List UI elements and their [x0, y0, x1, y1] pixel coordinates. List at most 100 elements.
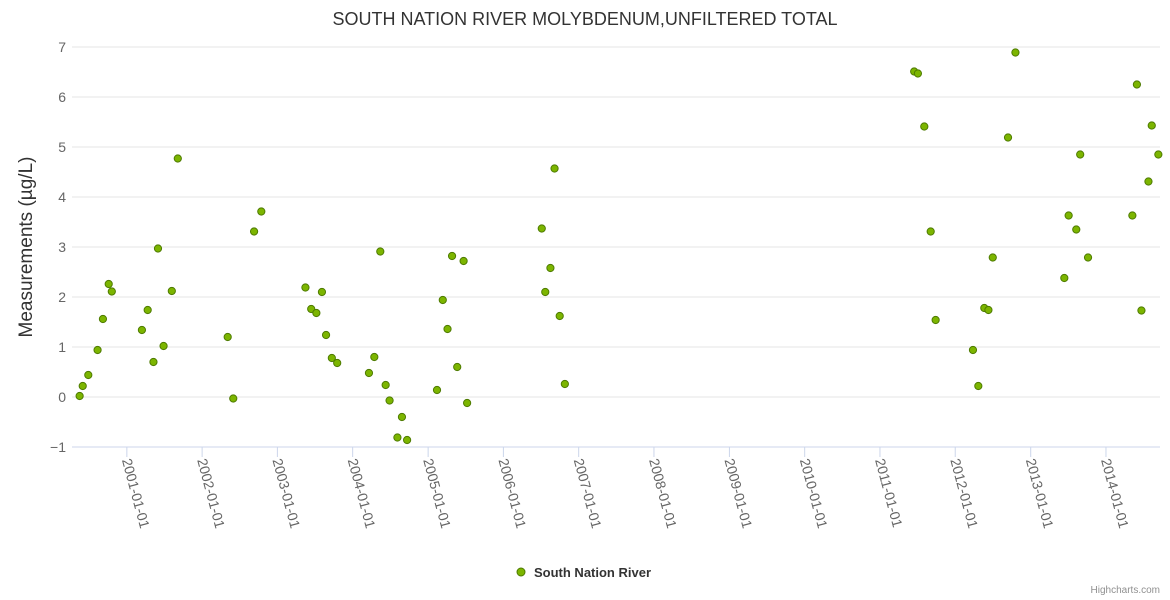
y-tick-label: −1	[50, 439, 66, 455]
data-point[interactable]	[550, 164, 559, 173]
data-point[interactable]	[301, 283, 310, 292]
data-point[interactable]	[1137, 306, 1146, 315]
data-point[interactable]	[1060, 273, 1069, 283]
data-point[interactable]	[327, 353, 336, 363]
data-point[interactable]	[229, 394, 238, 403]
data-point[interactable]	[107, 287, 116, 296]
data-point[interactable]	[1083, 253, 1093, 262]
data-point[interactable]	[541, 287, 550, 297]
data-point[interactable]	[1128, 211, 1137, 220]
x-tick-label: 2006-01-01	[496, 457, 530, 531]
data-point[interactable]	[913, 69, 923, 78]
data-point[interactable]	[546, 263, 555, 273]
data-point[interactable]	[376, 247, 385, 256]
x-tick-label: 2002-01-01	[194, 457, 228, 531]
y-tick-label: 6	[58, 89, 66, 105]
legend-label[interactable]: South Nation River	[534, 565, 651, 580]
x-tick-label: 2014-01-01	[1098, 457, 1132, 531]
data-point[interactable]	[93, 345, 102, 355]
data-point[interactable]	[1144, 177, 1153, 186]
data-point[interactable]	[385, 396, 394, 405]
y-axis-title: Measurements (µg/L)	[16, 157, 37, 338]
x-tick-label: 2005-01-01	[420, 457, 454, 531]
data-point[interactable]	[1064, 211, 1073, 220]
x-tick-label: 2008-01-01	[646, 457, 680, 531]
x-tick-label: 2012-01-01	[947, 457, 981, 531]
data-point[interactable]	[173, 154, 182, 163]
x-tick-label: 2003-01-01	[269, 457, 303, 531]
data-point[interactable]	[370, 352, 379, 362]
data-point[interactable]	[537, 224, 546, 233]
data-point[interactable]	[104, 279, 113, 289]
data-point[interactable]	[968, 345, 978, 355]
data-point[interactable]	[393, 433, 402, 442]
y-tick-label: 3	[58, 239, 66, 255]
data-point[interactable]	[223, 332, 232, 342]
y-tick-label: 5	[58, 139, 66, 155]
scatter-points	[75, 48, 1163, 445]
data-point[interactable]	[926, 227, 935, 236]
data-point[interactable]	[167, 286, 176, 296]
data-point[interactable]	[333, 358, 342, 368]
data-point[interactable]	[381, 380, 390, 390]
x-tick-label: 2010-01-01	[797, 457, 831, 531]
data-point[interactable]	[443, 324, 452, 334]
y-tick-label: 7	[58, 39, 66, 55]
y-tick-label: 0	[58, 389, 66, 405]
data-point[interactable]	[1003, 133, 1013, 142]
data-point[interactable]	[984, 305, 993, 315]
x-tick-label: 2009-01-01	[722, 457, 756, 531]
data-point[interactable]	[555, 311, 564, 321]
data-point[interactable]	[560, 379, 569, 389]
y-tick-label: 1	[58, 339, 66, 355]
data-point[interactable]	[143, 305, 152, 315]
data-point[interactable]	[438, 295, 447, 305]
data-point[interactable]	[988, 253, 997, 262]
data-point[interactable]	[149, 357, 158, 367]
data-point[interactable]	[920, 122, 929, 131]
data-point[interactable]	[403, 435, 412, 445]
data-point[interactable]	[397, 412, 407, 422]
data-point[interactable]	[312, 308, 321, 318]
chart-title: SOUTH NATION RIVER MOLYBDENUM,UNFILTERED…	[332, 9, 837, 29]
y-axis-tick-labels: −1 0 1 2 3 4 5 6 7	[50, 39, 66, 455]
data-point[interactable]	[1011, 48, 1020, 57]
data-point[interactable]	[159, 341, 168, 351]
x-axis-ticks: 2001-01-01 2002-01-01 2003-01-01 2004-01-01…	[119, 447, 1132, 530]
data-point[interactable]	[1076, 150, 1085, 159]
data-point[interactable]	[364, 368, 374, 378]
y-tick-label: 4	[58, 189, 66, 205]
data-point[interactable]	[257, 207, 266, 216]
data-point[interactable]	[432, 385, 442, 395]
data-point[interactable]	[1154, 150, 1163, 159]
data-point[interactable]	[75, 391, 84, 401]
data-point[interactable]	[321, 330, 331, 340]
data-point[interactable]	[1147, 121, 1156, 130]
x-tick-label: 2007-01-01	[571, 457, 605, 531]
x-tick-label: 2004-01-01	[345, 457, 379, 531]
x-tick-label: 2011-01-01	[872, 457, 906, 530]
data-point[interactable]	[78, 381, 87, 391]
data-point[interactable]	[447, 251, 457, 261]
grid-lines	[72, 46, 1160, 398]
x-tick-label: 2013-01-01	[1023, 457, 1057, 531]
data-point[interactable]	[974, 381, 983, 391]
data-point[interactable]	[137, 325, 147, 335]
data-point[interactable]	[98, 314, 108, 324]
y-tick-label: 2	[58, 289, 66, 305]
data-point[interactable]	[153, 244, 163, 253]
data-point[interactable]	[249, 227, 259, 236]
data-point[interactable]	[931, 315, 940, 325]
data-point[interactable]	[317, 287, 327, 297]
data-point[interactable]	[1132, 80, 1142, 89]
data-point[interactable]	[453, 362, 462, 372]
data-point[interactable]	[84, 370, 93, 380]
data-point[interactable]	[463, 398, 472, 408]
data-point[interactable]	[1072, 225, 1081, 234]
x-tick-label: 2001-01-01	[119, 457, 153, 531]
legend[interactable]: South Nation River	[516, 565, 651, 580]
data-point[interactable]	[459, 256, 468, 266]
legend-marker	[516, 567, 526, 577]
credit-link[interactable]: Highcharts.com	[1090, 585, 1160, 596]
